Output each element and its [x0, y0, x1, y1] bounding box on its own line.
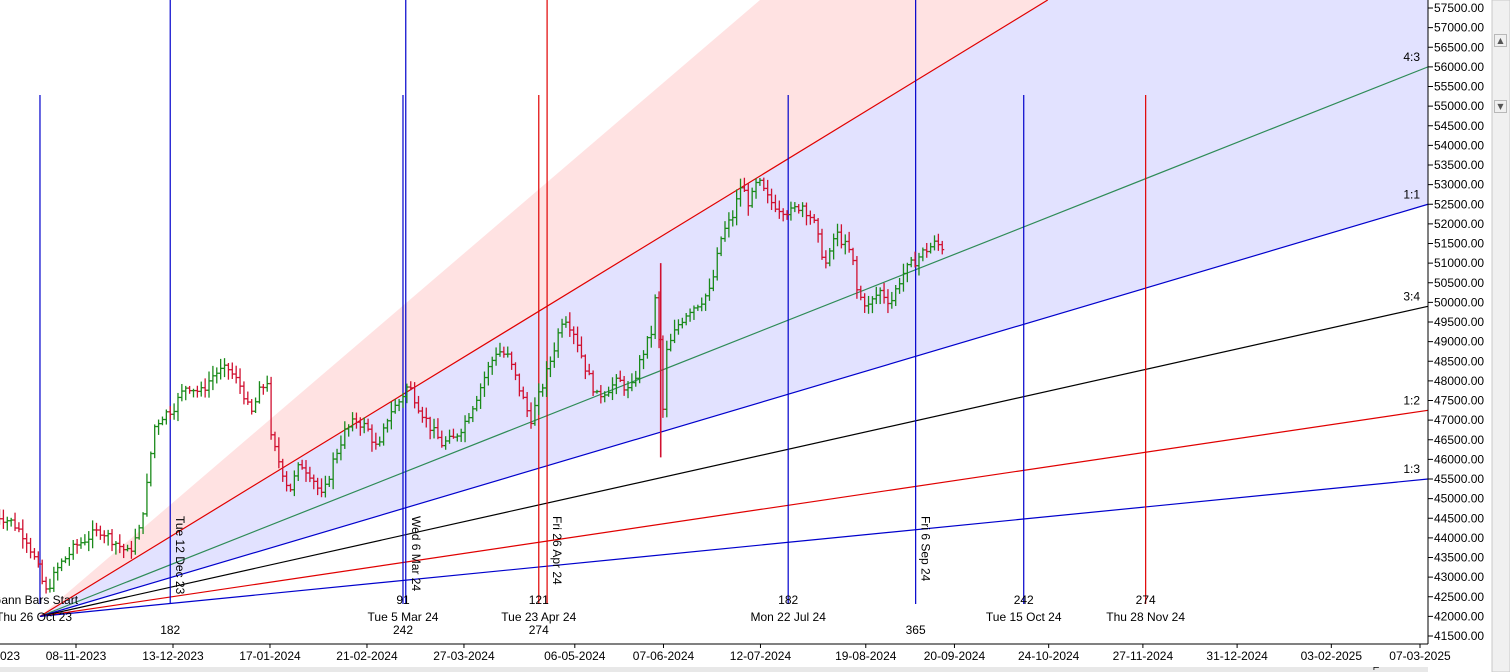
price-tick-label: 49500.00 — [1434, 315, 1484, 329]
fan-line-2-1 — [39, 0, 1049, 617]
fan-line-1-3 — [39, 478, 1429, 617]
time-line-count: 182 — [778, 593, 798, 607]
price-tick-label: 51500.00 — [1434, 237, 1484, 251]
price-tick-label: 50000.00 — [1434, 295, 1484, 309]
time-line-date: Thu 28 Nov 24 — [1106, 610, 1185, 624]
price-tick-label: 56500.00 — [1434, 40, 1484, 54]
price-tick-label: 46500.00 — [1434, 433, 1484, 447]
time-line-count: 274 — [1136, 593, 1156, 607]
price-tick-label: 51000.00 — [1434, 256, 1484, 270]
price-tick-label: 45500.00 — [1434, 472, 1484, 486]
time-line-rotated-label: Fri 6 Sep 24 — [919, 516, 933, 582]
gann-start-label: Gann Bars Start — [0, 593, 79, 607]
time-line-bottom-count: 365 — [906, 623, 926, 637]
time-line-bottom-count: 182 — [160, 623, 180, 637]
price-tick-label: 56000.00 — [1434, 60, 1484, 74]
price-tick-label: 43500.00 — [1434, 551, 1484, 565]
date-tick-label: 19-08-2024 — [835, 649, 897, 663]
time-line-bottom-count: 274 — [529, 623, 549, 637]
gann-time-lines — [39, 0, 1147, 604]
price-tick-label: 44500.00 — [1434, 511, 1484, 525]
time-line-rotated-label: Tue 12 Dec 23 — [173, 516, 187, 595]
price-tick-label: 48500.00 — [1434, 354, 1484, 368]
price-tick-label: 45000.00 — [1434, 492, 1484, 506]
date-tick-label: 06-05-2024 — [544, 649, 606, 663]
price-tick-label: 49000.00 — [1434, 335, 1484, 349]
date-axis: 023 08-11-2023 13-12-2023 17-01-2024 21-02-2… — [0, 643, 1451, 672]
date-tick-label: 21-02-2024 — [336, 649, 398, 663]
price-tick-label: 47500.00 — [1434, 394, 1484, 408]
gann-start-date: Thu 26 Oct 23 — [0, 610, 72, 624]
scroll-up-button[interactable]: ▲ — [1494, 34, 1507, 47]
gann-fan-fill — [39, 0, 1429, 617]
fan-fill-lower — [39, 0, 1429, 617]
price-tick-label: 47000.00 — [1434, 413, 1484, 427]
time-line-count: 121 — [529, 593, 549, 607]
price-tick-label: 46000.00 — [1434, 452, 1484, 466]
date-tick-label: 08-11-2023 — [46, 649, 107, 663]
scrollbar-track — [1491, 0, 1510, 672]
scroll-down-button[interactable]: ▼ — [1494, 100, 1507, 113]
date-tick-label: 17-01-2024 — [239, 649, 301, 663]
fan-ratio-label: 1:3 — [1403, 462, 1420, 476]
date-tick-label: 31-12-2024 — [1206, 649, 1268, 663]
fan-ratio-label: 3:4 — [1403, 289, 1420, 303]
time-line-rotated-label: Wed 6 Mar 24 — [409, 516, 423, 591]
date-tick-label: 20-09-2024 — [924, 649, 986, 663]
price-tick-label: 52000.00 — [1434, 217, 1484, 231]
fan-line-4-3 — [39, 66, 1429, 617]
price-tick-label: 54500.00 — [1434, 119, 1484, 133]
price-tick-label: 53500.00 — [1434, 158, 1484, 172]
price-tick-label: 50500.00 — [1434, 276, 1484, 290]
corner-marker: ⌐ — [1373, 662, 1380, 672]
date-tick-label: 03-02-2025 — [1301, 649, 1363, 663]
price-tick-label: 57000.00 — [1434, 21, 1484, 35]
fan-ratio-label: 1:2 — [1403, 393, 1420, 407]
date-tick-label: 07-06-2024 — [633, 649, 695, 663]
fan-line-1-2 — [39, 409, 1429, 617]
price-tick-label: 42000.00 — [1434, 609, 1484, 623]
price-tick-label: 48000.00 — [1434, 374, 1484, 388]
time-line-count: 91 — [396, 593, 410, 607]
time-line-date: Tue 5 Mar 24 — [368, 610, 439, 624]
fan-ratio-label: 4:3 — [1403, 50, 1420, 64]
price-tick-label: 43000.00 — [1434, 570, 1484, 584]
date-tick-label-partial: 023 — [0, 649, 20, 663]
date-tick-label: 13-12-2023 — [142, 649, 204, 663]
price-tick-label: 55500.00 — [1434, 80, 1484, 94]
date-tick-label: 27-11-2024 — [1113, 649, 1174, 663]
price-tick-label: 55000.00 — [1434, 99, 1484, 113]
fan-ratio-label: 1:1 — [1403, 187, 1420, 201]
date-tick-label: 27-03-2024 — [433, 649, 495, 663]
price-tick-label: 42500.00 — [1434, 590, 1484, 604]
gann-fan-lines — [39, 0, 1429, 617]
time-line-bottom-count: 242 — [393, 623, 413, 637]
bottom-scrollbar — [0, 667, 1428, 672]
date-tick-label: 07-03-2025 — [1389, 649, 1451, 663]
time-line-date: Tue 23 Apr 24 — [501, 610, 576, 624]
date-tick-label: 24-10-2024 — [1018, 649, 1080, 663]
fan-line-1-1 — [39, 203, 1429, 617]
fan-line-3-4 — [39, 305, 1429, 617]
date-tick-label: 12-07-2024 — [730, 649, 792, 663]
time-line-count: 242 — [1014, 593, 1034, 607]
time-line-date: Tue 15 Oct 24 — [986, 610, 1062, 624]
price-tick-label: 52500.00 — [1434, 197, 1484, 211]
price-tick-label: 57500.00 — [1434, 1, 1484, 15]
time-line-date: Mon 22 Jul 24 — [750, 610, 826, 624]
price-bars — [0, 177, 945, 594]
price-tick-label: 41500.00 — [1434, 629, 1484, 643]
price-tick-label: 54000.00 — [1434, 138, 1484, 152]
time-line-rotated-label: Fri 26 Apr 24 — [550, 516, 564, 585]
chart-annotations: 4:3 1:1 3:4 1:2 1:3 Gann Bars Start Thu 26 Oct… — [0, 50, 1420, 637]
price-tick-label: 53000.00 — [1434, 178, 1484, 192]
price-tick-label: 44000.00 — [1434, 531, 1484, 545]
